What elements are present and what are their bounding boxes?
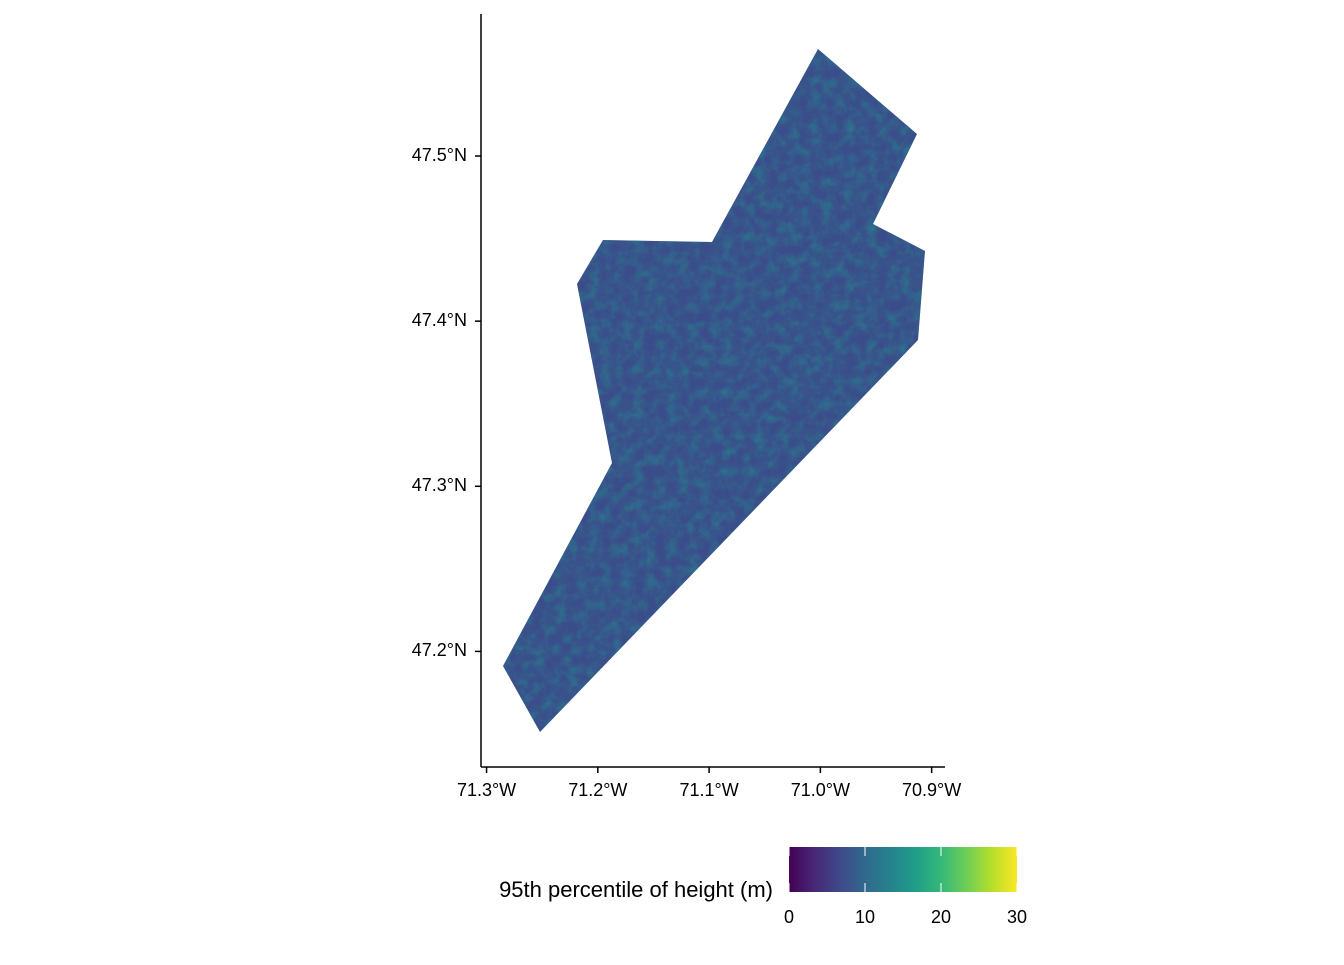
colorbar-tick-label: 10 bbox=[855, 907, 875, 927]
colorbar-tick-label: 0 bbox=[784, 907, 794, 927]
y-tick-label: 47.5°N bbox=[412, 145, 467, 165]
x-tick-label: 71.1°W bbox=[679, 780, 738, 800]
colorbar-tick-label: 20 bbox=[931, 907, 951, 927]
raster bbox=[503, 49, 925, 732]
legend-title: 95th percentile of height (m) bbox=[499, 877, 773, 902]
x-tick-label: 71.3°W bbox=[457, 780, 516, 800]
x-tick-label: 70.9°W bbox=[902, 780, 961, 800]
colorbar bbox=[789, 847, 1017, 892]
y-tick-label: 47.2°N bbox=[412, 640, 467, 660]
y-tick-label: 47.3°N bbox=[412, 475, 467, 495]
colorbar-tick-label: 30 bbox=[1007, 907, 1027, 927]
x-tick-label: 71.2°W bbox=[568, 780, 627, 800]
raster-texture bbox=[503, 49, 925, 732]
y-tick-label: 47.4°N bbox=[412, 310, 467, 330]
x-tick-label: 71.0°W bbox=[791, 780, 850, 800]
